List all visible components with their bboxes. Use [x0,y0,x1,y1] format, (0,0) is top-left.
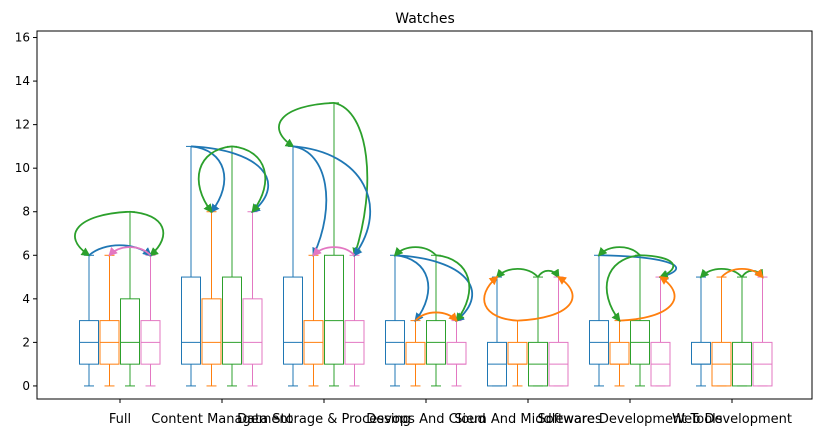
box-1 [711,276,732,387]
y-tick-label: 8 [22,205,30,219]
iqr-box [242,298,263,365]
iqr-box [691,341,711,365]
chart-title: Watches [395,11,455,27]
iqr-box [181,276,201,365]
box-1 [507,320,528,387]
x-tick-label: Software Development Tools [537,412,722,427]
iqr-box [446,341,467,365]
comparison-arrow [197,145,233,214]
comparison-arrow [394,254,430,323]
comparison-arrow [88,244,152,257]
box-3 [650,276,671,387]
box-2 [222,145,242,387]
comparison-arrow [292,145,328,257]
box-3 [140,254,161,387]
box-2 [630,254,650,387]
iqr-box [507,341,528,365]
comparison-arrow [312,246,356,257]
y-axis: 0 2 4 6 8 10 12 14 16 [15,31,37,393]
box-3 [752,276,773,387]
x-tick-label: Devops And Cloud [366,412,485,427]
box-2 [732,276,752,387]
comparison-arrow [517,276,574,322]
comparison-arrow [605,254,641,323]
x-tick-label: Siem And Middlewares [454,412,602,427]
comparison-arrow [393,246,437,257]
comparison-arrow [414,311,458,322]
y-tick-label: 4 [22,292,30,306]
box-0 [283,145,303,387]
comparison-arrow [483,275,518,322]
y-tick-label: 16 [15,31,30,45]
x-tick-label: Data Storage & Processing [237,412,411,427]
comparison-arrow [129,210,165,257]
box-0 [385,254,405,387]
comparison-arrow [292,145,372,257]
x-tick-label: Full [109,412,131,427]
comparison-arrow [394,254,474,322]
box-1 [99,254,120,387]
plot-area [74,101,773,387]
box-1 [303,254,324,387]
comparison-arrow [619,276,676,322]
comparison-arrow [74,210,131,257]
box-1 [405,320,426,387]
category-group [483,267,574,387]
iqr-box [201,298,222,365]
category-group [691,267,773,387]
comparison-arrow [537,268,560,279]
category-group [589,246,677,387]
comparison-arrow [190,145,270,213]
comparison-arrow [333,101,369,257]
box-2 [528,276,548,387]
comparison-arrow [435,254,471,323]
box-2 [324,102,344,387]
y-tick-label: 12 [15,118,30,132]
box-0 [79,254,99,387]
comparison-arrow [597,246,641,257]
iqr-box [222,276,242,365]
comparison-arrow [278,101,335,148]
iqr-box [324,254,344,365]
y-tick-label: 10 [15,161,30,175]
category-group [385,246,474,387]
box-3 [344,254,365,387]
comparison-arrow [190,145,226,214]
box-0 [487,276,507,387]
box-3 [242,211,263,387]
y-tick-label: 2 [22,335,30,349]
comparison-arrow [639,254,675,279]
y-tick-label: 6 [22,248,30,262]
comparison-arrow [598,254,677,280]
iqr-box [609,341,630,365]
comparison-arrow [231,145,267,214]
y-tick-label: 0 [22,379,30,393]
category-group [74,210,165,387]
category-group [278,101,372,387]
comparison-arrow [699,267,743,279]
iqr-box [120,298,140,365]
box-2 [120,211,140,387]
x-tick-label: Web Development [672,412,792,427]
box-0 [691,276,711,387]
comparison-arrow [108,246,152,257]
box-1 [201,211,222,387]
plot-frame [36,30,813,400]
box-1 [609,320,630,387]
comparison-arrow [495,267,539,279]
comparison-arrow [720,267,764,279]
iqr-box [283,276,303,365]
box-0 [181,145,201,387]
iqr-box [405,341,426,365]
x-tick-label: Content Management [151,412,292,427]
box-3 [446,320,467,387]
box-2 [426,254,446,387]
y-tick-label: 14 [15,74,30,88]
box-0 [589,254,609,387]
box-3 [548,276,569,387]
category-group [181,145,270,387]
